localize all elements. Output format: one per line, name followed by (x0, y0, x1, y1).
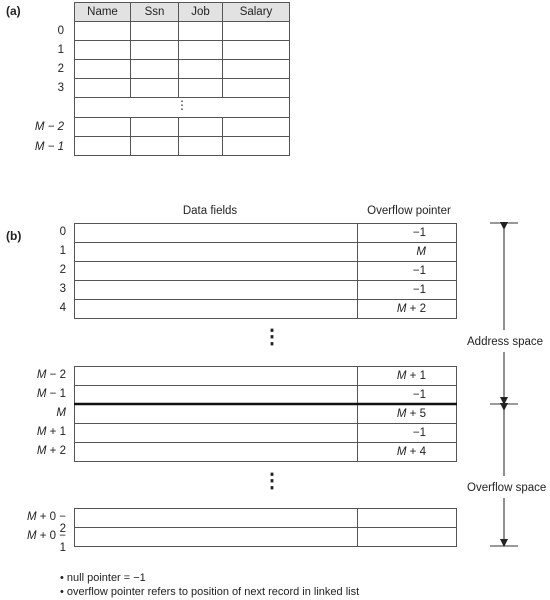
note-null-pointer: • null pointer = −1 (60, 572, 146, 584)
note-overflow-pointer: • overflow pointer refers to position of… (60, 586, 359, 598)
